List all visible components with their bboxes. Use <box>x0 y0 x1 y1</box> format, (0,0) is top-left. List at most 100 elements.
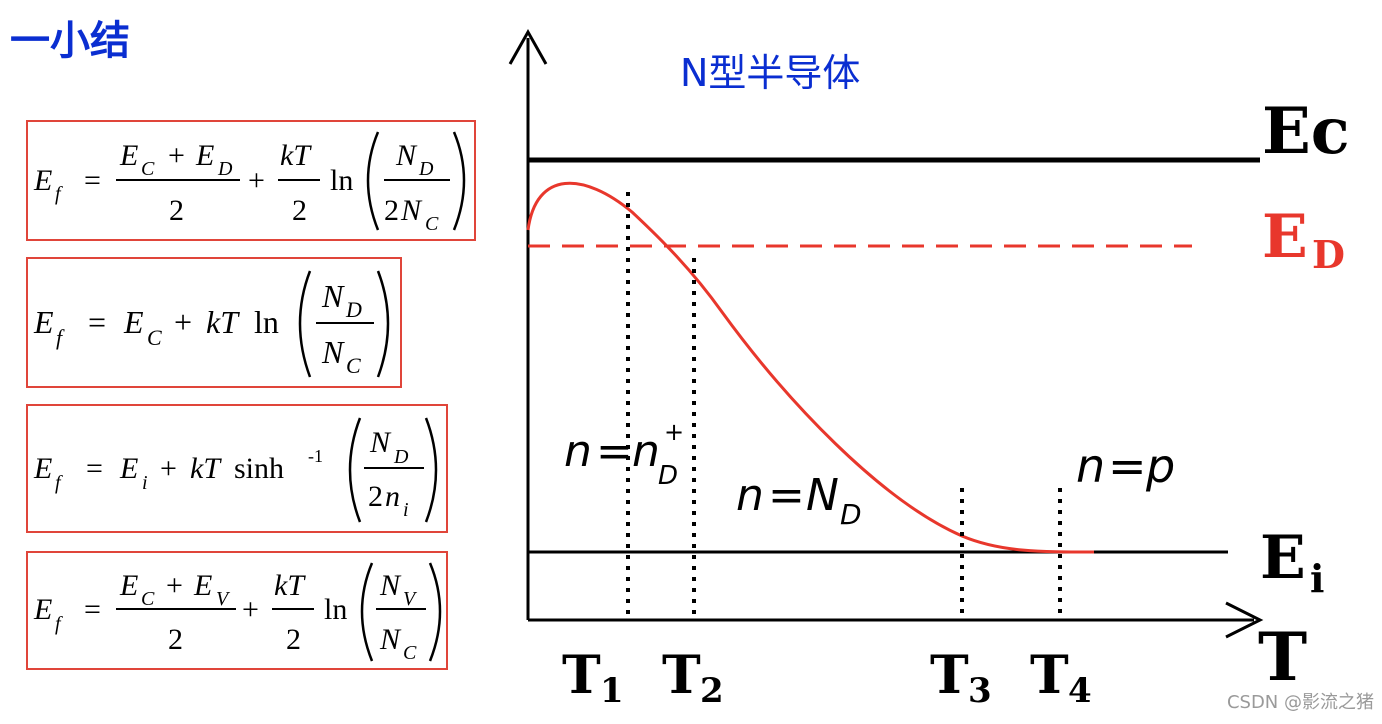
heading-summary: 一小结 <box>10 18 130 64</box>
f4-num1-a: E <box>119 569 138 602</box>
f4-eq: = <box>84 593 101 626</box>
f4-plus1: + <box>166 569 183 602</box>
f4-den1: 2 <box>168 623 183 656</box>
svg-text:n: n <box>564 426 592 477</box>
f4-ln: ln <box>324 593 347 626</box>
formula-box-3: E f = E i + kT sinh -1 N D 2 n i <box>26 404 448 533</box>
svg-text:n: n <box>632 426 660 477</box>
f2-num: N <box>321 278 345 314</box>
f1-den1: 2 <box>169 194 184 227</box>
f2-kt: kT <box>206 304 240 340</box>
f1-num1-b-sub: D <box>217 158 233 180</box>
formula-4: E f = E C + E V 2 + kT 2 ln N V N C <box>33 562 442 664</box>
t2-label-main: T <box>662 645 701 706</box>
f1-num1-a: E <box>119 139 138 172</box>
svg-text:=: = <box>768 470 805 521</box>
f3-kt: kT <box>190 452 222 485</box>
f1-num1-b: E <box>195 139 214 172</box>
f3-lhs-main: E <box>33 452 52 485</box>
region-2-label: n = N D <box>736 470 862 531</box>
f2-eq: = <box>88 304 106 340</box>
f1-frac3-num: N <box>395 139 418 172</box>
f4-den2: 2 <box>286 623 301 656</box>
f3-den-pre: 2 <box>368 480 383 513</box>
svg-text:N: N <box>806 470 839 521</box>
svg-text:+: + <box>664 418 684 446</box>
region-1-label: n = n D + <box>564 418 684 491</box>
t3-label-sub: 3 <box>968 671 992 711</box>
ei-label-sub: i <box>1310 556 1324 601</box>
t1-label-sub: 1 <box>600 671 624 711</box>
f4-num2: kT <box>274 569 306 602</box>
f2-den: N <box>321 334 345 370</box>
f1-frac3-den: N <box>400 194 423 227</box>
f2-num-sub: D <box>345 297 362 322</box>
f4-frac3-num: N <box>379 569 402 602</box>
ed-label-main: E <box>1262 202 1308 272</box>
f3-paren-right <box>424 417 438 523</box>
svg-text:p: p <box>1145 439 1175 493</box>
f4-paren-left <box>360 562 374 662</box>
f4-lhs-main: E <box>33 593 52 626</box>
f3-lhs-sub: f <box>55 472 63 494</box>
f3-fn: sinh <box>234 452 284 485</box>
f4-plus2: + <box>242 593 259 626</box>
f2-ln: ln <box>254 304 279 340</box>
f1-plus2: + <box>248 164 265 197</box>
f1-num1-a-sub: C <box>141 158 155 180</box>
svg-text:n: n <box>1076 439 1105 493</box>
f3-eq: = <box>86 452 103 485</box>
f4-frac3-den: N <box>379 623 402 656</box>
f3-den: n <box>385 480 400 513</box>
f4-frac3-num-sub: V <box>403 588 418 610</box>
svg-text:D: D <box>840 498 862 531</box>
formula-2: E f = E C + kT ln N D N C <box>33 270 390 378</box>
formula-box-1: E f = E C + E D 2 + kT 2 ln N D 2 N C <box>26 120 476 241</box>
f2-paren-left <box>298 270 312 378</box>
f3-plus: + <box>160 452 177 485</box>
f1-paren-right <box>452 131 466 231</box>
f3-num: N <box>369 426 392 459</box>
f3-fn-sup: -1 <box>308 446 323 466</box>
f2-lhs-sub: f <box>56 325 65 350</box>
f2-paren-right <box>376 270 390 378</box>
watermark: CSDN @影流之猪 <box>1226 692 1374 713</box>
f1-den2: 2 <box>292 194 307 227</box>
t4-label-main: T <box>1030 645 1069 706</box>
f3-den-sub: i <box>403 499 409 521</box>
f1-frac3-num-sub: D <box>418 158 434 180</box>
f1-frac3-den-pre: 2 <box>384 194 399 227</box>
f4-paren-right <box>428 562 442 662</box>
y-axis-arrowhead <box>508 28 548 65</box>
f2-t1-sub: C <box>147 325 162 350</box>
formula-3: E f = E i + kT sinh -1 N D 2 n i <box>33 417 438 523</box>
f2-plus: + <box>174 304 192 340</box>
svg-text:=: = <box>596 426 633 477</box>
f4-frac3-den-sub: C <box>403 642 417 664</box>
region-3-label: n = p <box>1076 439 1175 493</box>
svg-text:=: = <box>1108 439 1147 493</box>
f4-num1-b-sub: V <box>216 588 231 610</box>
svg-text:n: n <box>736 470 764 521</box>
f3-paren-left <box>348 417 362 523</box>
f4-num1-b: E <box>193 569 212 602</box>
fermi-level-curve <box>526 181 1095 554</box>
f3-t1-sub: i <box>142 472 148 494</box>
f1-plus1: + <box>168 139 185 172</box>
ec-label: Ec <box>1262 94 1350 169</box>
svg-text:D: D <box>658 461 678 491</box>
t-axis-label: T <box>1258 618 1307 696</box>
x-axis-arrowhead <box>1225 601 1264 639</box>
f4-lhs-sub: f <box>55 613 63 635</box>
f1-ln: ln <box>330 164 353 197</box>
diagram-title: N型半导体 <box>680 51 860 95</box>
formula-box-2: E f = E C + kT ln N D N C <box>26 257 402 388</box>
f3-num-sub: D <box>393 446 409 468</box>
t4-label-sub: 4 <box>1068 671 1092 711</box>
t3-label-main: T <box>930 645 969 706</box>
t2-label-sub: 2 <box>700 671 724 711</box>
f2-lhs-main: E <box>33 304 54 340</box>
f1-lhs-sub: f <box>55 183 63 205</box>
f1-num2: kT <box>280 139 312 172</box>
